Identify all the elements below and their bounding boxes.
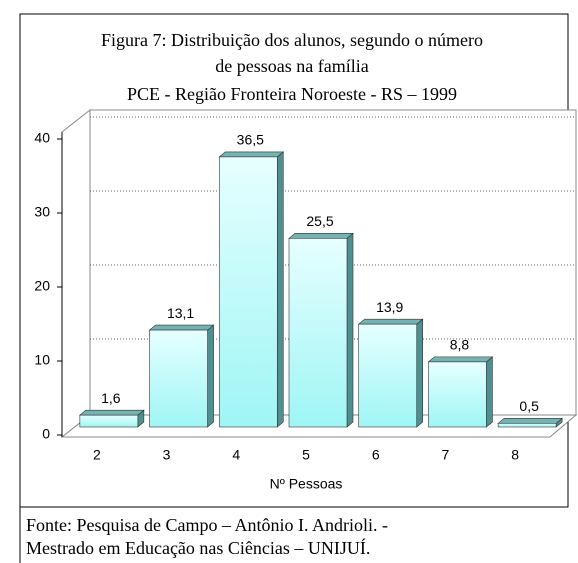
frame <box>19 13 569 563</box>
bar <box>497 422 557 428</box>
bar-side <box>346 232 354 428</box>
bar <box>79 414 139 428</box>
bar <box>358 323 418 428</box>
bar-top <box>357 318 424 325</box>
chart-subtitle: PCE - Região Fronteira Noroeste - RS – 1… <box>127 84 457 104</box>
bar <box>149 329 208 428</box>
y-tick-label: 30 <box>34 204 50 220</box>
source: Mestrado em Educação nas Ciências – UNIJ… <box>26 537 370 558</box>
bar-top <box>218 151 285 158</box>
source: Fonte: Pesquisa de Campo – Antônio I. An… <box>26 515 388 535</box>
bar-top <box>288 233 354 239</box>
x-tick-label: 5 <box>302 447 310 463</box>
bar-side <box>276 151 284 428</box>
bar-top <box>427 356 494 363</box>
bar-side <box>416 318 424 428</box>
x-tick-label: 3 <box>163 447 171 463</box>
bar <box>428 361 487 428</box>
bar-side <box>486 356 493 428</box>
value-label: 13,1 <box>167 305 194 321</box>
x-tick-label: 4 <box>232 447 240 463</box>
value-label: 1,6 <box>101 390 121 406</box>
bar <box>288 238 348 428</box>
value-label: 25,5 <box>306 213 333 229</box>
x-axis-label: Nº Pessoas <box>270 476 343 492</box>
chart-title: de pessoas na família <box>215 56 368 76</box>
bar-top <box>497 417 563 424</box>
x-tick-label: 6 <box>372 447 380 463</box>
bar-side <box>207 324 214 428</box>
y-tick-label: 40 <box>34 130 50 146</box>
value-label: 8,8 <box>450 337 470 353</box>
value-label: 36,5 <box>237 132 264 148</box>
value-label: 0,5 <box>519 398 539 414</box>
x-tick-label: 7 <box>442 447 450 463</box>
y-tick-label: 20 <box>34 278 50 294</box>
bar <box>218 156 278 428</box>
x-tick-label: 2 <box>93 447 101 463</box>
y-tick-label: 0 <box>42 426 50 442</box>
bar-top <box>148 324 215 331</box>
chart-title: Figura 7: Distribuição dos alunos, segun… <box>101 30 483 50</box>
x-tick-label: 8 <box>511 447 519 463</box>
value-label: 13,9 <box>376 299 403 315</box>
y-tick-label: 10 <box>34 352 50 368</box>
bar-top <box>79 409 145 416</box>
side-wall <box>61 108 91 439</box>
